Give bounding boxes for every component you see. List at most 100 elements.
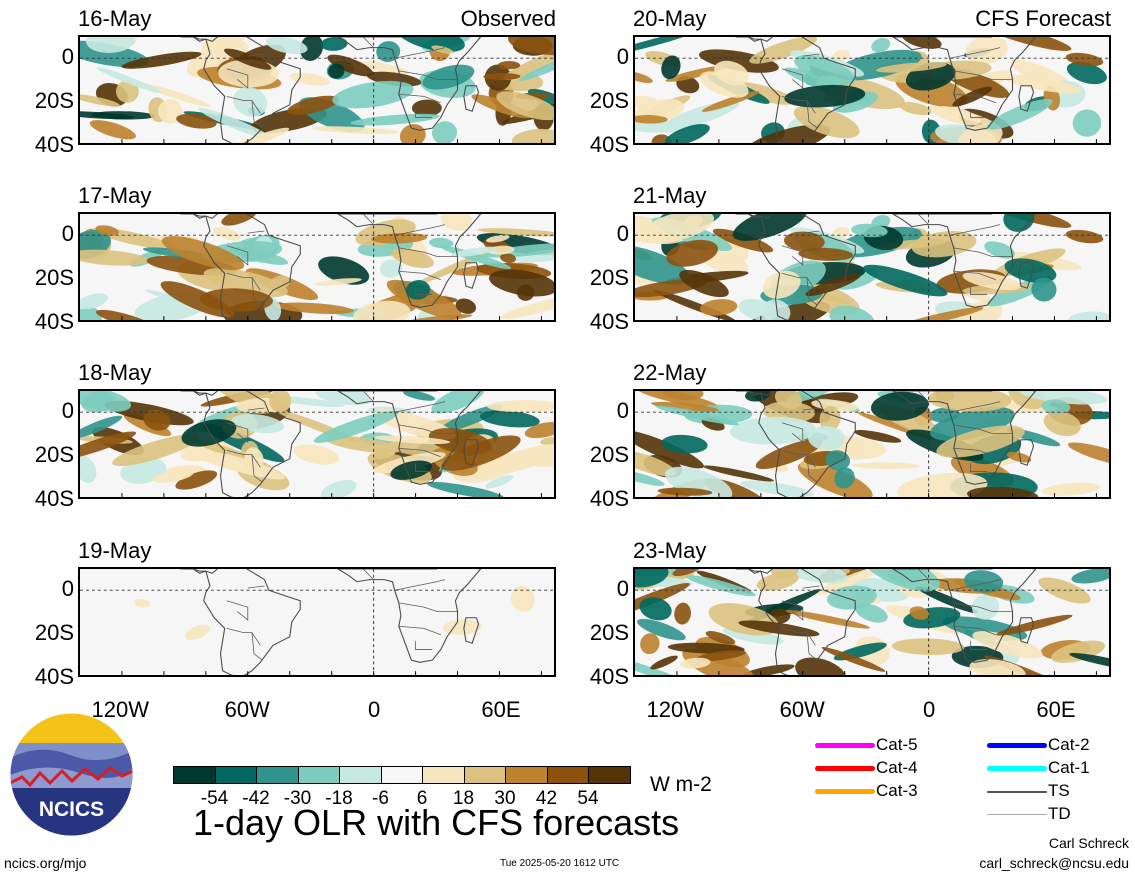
anomaly-contour xyxy=(266,37,308,55)
latitude-label: 20S xyxy=(589,620,629,645)
anomaly-contour xyxy=(141,83,211,108)
country-border xyxy=(226,422,249,443)
ncics-logo: NCICS xyxy=(10,713,133,836)
anomaly-contour xyxy=(80,111,134,120)
map-canvas xyxy=(635,391,1109,497)
panel-date-label: 19-May xyxy=(78,538,152,563)
anomaly-contour xyxy=(158,99,183,124)
anomaly-contour xyxy=(422,64,475,90)
anomaly-contour xyxy=(785,610,871,629)
anomaly-contour xyxy=(478,444,554,476)
coastline xyxy=(463,262,480,289)
anomaly-contour xyxy=(871,37,891,53)
anomaly-contour xyxy=(774,569,848,584)
anomaly-contour xyxy=(962,271,1022,291)
legend-swatch xyxy=(815,766,875,771)
footer-email: carl_schreck@ncsu.edu xyxy=(979,855,1129,871)
latitude-label: 0 xyxy=(616,44,629,69)
colorbar-swatch xyxy=(339,766,382,784)
anomaly-contour xyxy=(967,486,1039,497)
anomaly-contour xyxy=(198,107,272,140)
panel-source-label: CFS Forecast xyxy=(975,6,1111,31)
anomaly-contour xyxy=(485,475,514,489)
anomaly-contour xyxy=(756,572,799,591)
anomaly-contour xyxy=(487,400,554,413)
anomaly-contour xyxy=(749,37,818,64)
anomaly-contour xyxy=(479,410,540,428)
anomaly-contour xyxy=(201,451,285,480)
anomaly-contour xyxy=(852,462,920,469)
country-border xyxy=(362,37,374,48)
longitude-label: 0 xyxy=(367,697,381,722)
olr-anomaly-map xyxy=(78,567,556,677)
anomaly-contour xyxy=(1072,109,1102,137)
anomaly-contour xyxy=(984,241,1015,259)
map-canvas xyxy=(80,569,554,675)
country-border xyxy=(953,93,996,104)
anomaly-contour xyxy=(863,264,948,297)
anomaly-contour xyxy=(964,570,1004,593)
anomaly-contour xyxy=(477,228,554,237)
anomaly-contour xyxy=(320,479,357,497)
footer-left-url: ncics.org/mjo xyxy=(4,855,87,871)
anomaly-contour xyxy=(927,391,1012,412)
anomaly-contour xyxy=(741,664,795,675)
footer-timestamp: Tue 2025-05-20 1612 UTC xyxy=(500,858,620,869)
map-canvas xyxy=(635,569,1109,675)
anomaly-contour xyxy=(650,401,720,412)
anomaly-contour xyxy=(1065,52,1104,67)
country-border xyxy=(394,579,446,591)
anomaly-contour xyxy=(85,37,135,53)
anomaly-contour xyxy=(500,253,517,263)
legend-swatch xyxy=(987,743,1047,748)
anomaly-contour xyxy=(143,409,171,431)
latitude-label: 40S xyxy=(34,309,74,334)
anomaly-contour xyxy=(971,594,1000,620)
coastline xyxy=(735,569,762,574)
legend-label: TS xyxy=(1048,781,1070,800)
anomaly-contour xyxy=(1069,653,1109,670)
anomaly-contour xyxy=(685,574,756,597)
legend-label: Cat-1 xyxy=(1048,758,1090,777)
anomaly-contour xyxy=(403,391,436,401)
panel-date-label: 20-May xyxy=(633,6,707,31)
coastline xyxy=(891,214,1037,308)
anomaly-contour xyxy=(1051,640,1105,663)
anomaly-contour xyxy=(80,249,149,266)
colorbar-swatch xyxy=(297,766,340,784)
anomaly-contour xyxy=(635,115,668,124)
anomaly-contour xyxy=(402,314,473,320)
latitude-label: 20S xyxy=(589,265,629,290)
anomaly-contour xyxy=(957,300,1003,320)
anomaly-contour xyxy=(635,569,669,588)
coastline xyxy=(336,214,482,308)
country-border xyxy=(781,68,804,89)
anomaly-contour xyxy=(80,431,137,460)
anomaly-contour xyxy=(95,309,155,320)
anomaly-contour xyxy=(657,487,713,496)
anomaly-contour xyxy=(635,470,665,486)
anomaly-contour xyxy=(639,597,672,621)
country-border xyxy=(251,100,263,129)
colorbar-swatch xyxy=(422,766,465,784)
anomaly-contour xyxy=(1031,277,1057,302)
longitude-label: 120W xyxy=(646,697,705,722)
latitude-label: 20S xyxy=(34,88,74,113)
anomaly-contour xyxy=(314,278,362,286)
coastline xyxy=(180,569,207,574)
country-border xyxy=(394,47,446,59)
anomaly-contour xyxy=(320,37,348,51)
anomaly-contour xyxy=(855,603,888,623)
longitude-label: 120W xyxy=(91,697,150,722)
latitude-label: 0 xyxy=(61,44,74,69)
country-border xyxy=(247,53,265,57)
country-border xyxy=(781,422,804,443)
anomaly-contour xyxy=(199,288,273,312)
country-border xyxy=(802,585,820,589)
latitude-label: 0 xyxy=(61,221,74,246)
legend-swatch xyxy=(987,814,1047,815)
coastline xyxy=(203,214,301,320)
country-border xyxy=(362,569,374,580)
latitude-label: 20S xyxy=(34,620,74,645)
country-border xyxy=(398,70,458,80)
